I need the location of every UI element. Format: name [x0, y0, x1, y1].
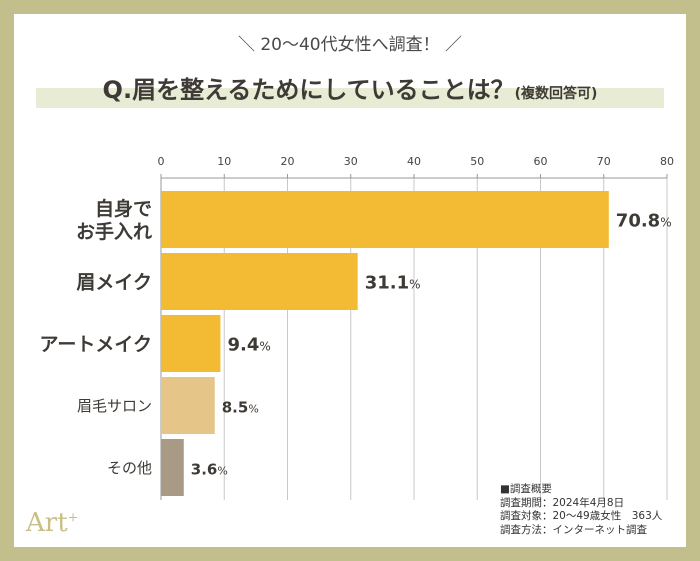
tick-label: 0	[158, 155, 165, 168]
tick-label: 70	[597, 155, 611, 168]
category-label: 眉毛サロン	[77, 397, 152, 415]
bar	[161, 439, 184, 496]
data-label: 31.1%	[365, 273, 421, 294]
brand-logo: Art+	[26, 508, 79, 538]
tick-label: 30	[344, 155, 358, 168]
category-label: アートメイク	[40, 333, 152, 355]
category-label: 眉メイク	[76, 271, 152, 293]
title-highlight	[36, 88, 664, 108]
data-label: 8.5%	[222, 399, 259, 417]
logo-text: Art	[26, 508, 68, 538]
tick-label: 60	[534, 155, 548, 168]
title-note: (複数回答可)	[514, 86, 598, 102]
logo-plus: +	[67, 510, 79, 526]
bar	[161, 377, 215, 434]
data-label: 70.8%	[616, 211, 672, 232]
tick-label: 10	[217, 155, 231, 168]
data-label: 3.6%	[191, 461, 228, 479]
subtitle: ＼ 20〜40代女性へ調査！ ／	[237, 35, 463, 55]
data-label: 9.4%	[227, 335, 270, 356]
title-text: Q.眉を整えるためにしていることは？	[102, 76, 515, 104]
category-label: その他	[107, 459, 152, 477]
survey-line-target: 調査対象：20〜49歳女性 363人	[500, 510, 663, 522]
tick-label: 50	[470, 155, 484, 168]
tick-label: 80	[660, 155, 674, 168]
chart-title: Q.眉を整えるためにしていることは？(複数回答可)	[0, 70, 700, 105]
tick-label: 40	[407, 155, 421, 168]
bar	[161, 315, 221, 372]
survey-heading: ■調査概要	[500, 483, 552, 495]
tick-label: 20	[281, 155, 295, 168]
survey-info: ■調査概要 調査期間：2024年4月8日 調査対象：20〜49歳女性 363人 …	[500, 483, 690, 537]
survey-line-period: 調査期間：2024年4月8日	[500, 496, 625, 509]
survey-line-method: 調査方法：インターネット調査	[500, 523, 647, 536]
bar	[161, 253, 358, 310]
category-label: 自身でお手入れ	[76, 197, 152, 243]
bar	[161, 191, 609, 248]
